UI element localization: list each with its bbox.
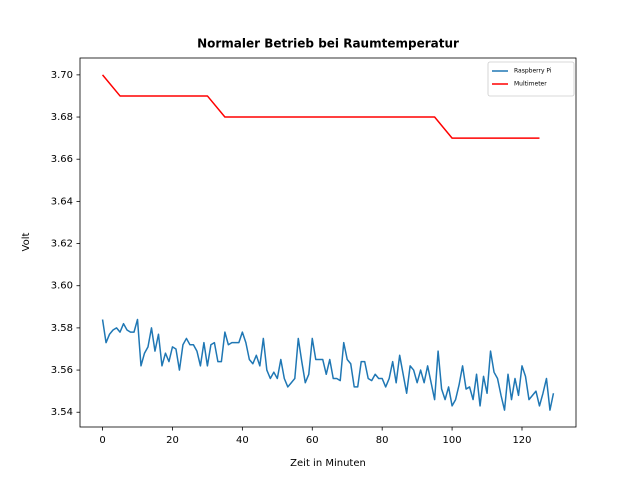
y-tick-label: 3.70: [51, 70, 73, 81]
legend-label: Multimeter: [514, 81, 547, 88]
x-tick-label: 0: [99, 435, 105, 446]
x-tick-label: 60: [306, 435, 319, 446]
legend-box: [487, 61, 575, 97]
x-tick-label: 100: [443, 435, 462, 446]
x-axis-label: Zeit in Minuten: [290, 458, 366, 469]
y-tick-label: 3.56: [51, 365, 73, 376]
x-tick-label: 20: [166, 435, 179, 446]
y-tick-label: 3.62: [51, 239, 73, 250]
x-tick-label: 80: [376, 435, 389, 446]
y-tick-label: 3.68: [51, 112, 73, 123]
x-tick-label: 40: [236, 435, 249, 446]
y-tick-label: 3.64: [51, 196, 73, 207]
data-line: [101, 318, 555, 411]
legend-label: Raspberry Pi: [514, 68, 552, 75]
data-line: [101, 74, 540, 139]
y-tick-label: 3.60: [51, 281, 73, 292]
y-axis-label: Volt: [21, 232, 32, 251]
chart-title: Normaler Betrieb bei Raumtemperatur: [197, 37, 459, 51]
x-tick-label: 120: [512, 435, 531, 446]
legend: Raspberry Pi Multimeter: [487, 61, 575, 97]
y-tick-label: 3.54: [51, 407, 73, 418]
y-tick-label: 3.66: [51, 154, 73, 165]
y-tick-label: 3.58: [51, 323, 73, 334]
plot-frame: [79, 57, 577, 428]
